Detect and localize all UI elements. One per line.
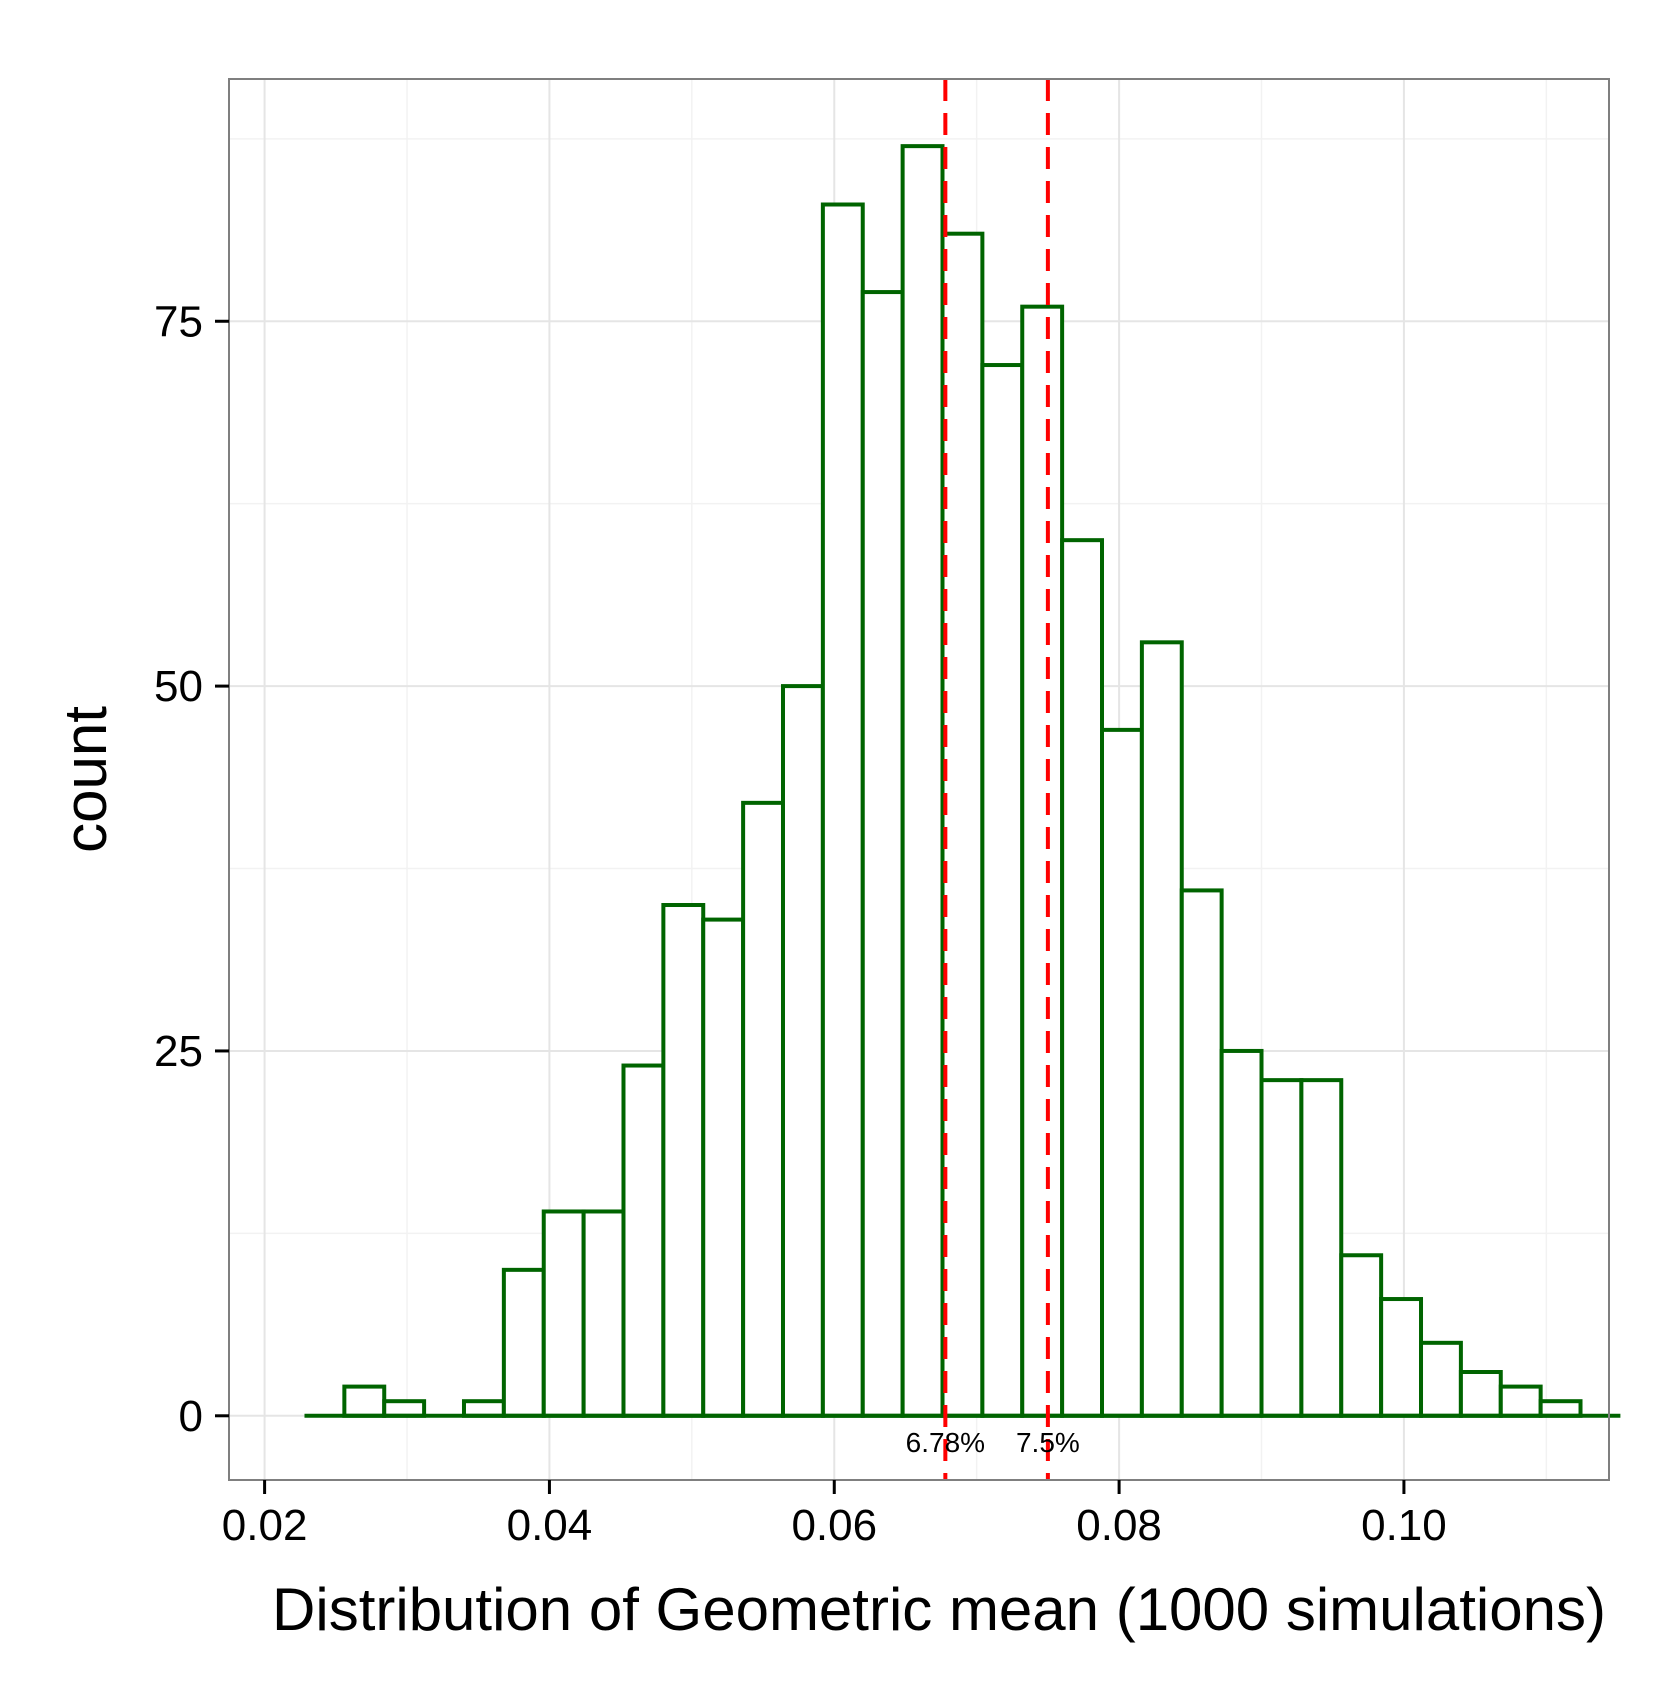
y-tick-label: 75 [154, 297, 203, 346]
bars-layer [304, 144, 1621, 1418]
histogram-bar [342, 1384, 387, 1418]
histogram-bar [900, 144, 945, 1418]
reference-line-label: 6.78% [906, 1427, 985, 1458]
x-tick-label: 0.06 [791, 1501, 877, 1550]
y-axis-title: count [52, 706, 119, 853]
x-tick-label: 0.08 [1076, 1501, 1162, 1550]
histogram-bar [1179, 888, 1224, 1418]
histogram-bar [860, 290, 905, 1418]
histogram-bar [501, 1267, 546, 1418]
reference-line-label: 7.5% [1016, 1427, 1080, 1458]
histogram-bar [461, 1399, 506, 1418]
histogram-bar [940, 231, 985, 1418]
histogram-bar [382, 1399, 427, 1418]
panel-border [228, 78, 1610, 1481]
histogram-bar [1339, 1253, 1384, 1418]
y-tick-label: 0 [179, 1392, 203, 1441]
histogram-bar [1458, 1370, 1503, 1418]
histogram-bar [661, 903, 706, 1418]
histogram-bar [1060, 538, 1105, 1418]
histogram-bar [1498, 1384, 1543, 1418]
histogram-bar [1020, 304, 1065, 1418]
x-axis-title: Distribution of Geometric mean (1000 sim… [272, 1576, 1606, 1643]
histogram-bar [1139, 640, 1184, 1418]
y-tick-label: 50 [154, 662, 203, 711]
histogram-bar [701, 917, 746, 1418]
reference-lines-layer: 6.78% 7.5% [906, 79, 1080, 1480]
x-tick-label: 0.04 [507, 1501, 593, 1550]
histogram-bar [1219, 1048, 1264, 1418]
histogram-bar [741, 800, 785, 1418]
histogram-bar [541, 1209, 586, 1418]
histogram-bar [1299, 1078, 1344, 1418]
y-tick-label: 25 [154, 1027, 203, 1076]
histogram-bar [980, 363, 1025, 1418]
histogram-bar [1419, 1340, 1463, 1418]
x-tick-label: 0.02 [222, 1501, 308, 1550]
histogram-bar [820, 202, 865, 1418]
axes-layer: 0.02 0.04 0.06 0.08 0.10 0 25 50 75 [154, 297, 1447, 1550]
histogram-bar [780, 684, 825, 1418]
histogram-bar [1379, 1297, 1424, 1418]
histogram-bar [621, 1063, 666, 1418]
histogram-bar [1259, 1078, 1304, 1418]
histogram-bar [1100, 727, 1144, 1418]
histogram-bar [1538, 1399, 1583, 1418]
histogram-bar [581, 1209, 626, 1418]
x-tick-label: 0.10 [1361, 1501, 1447, 1550]
